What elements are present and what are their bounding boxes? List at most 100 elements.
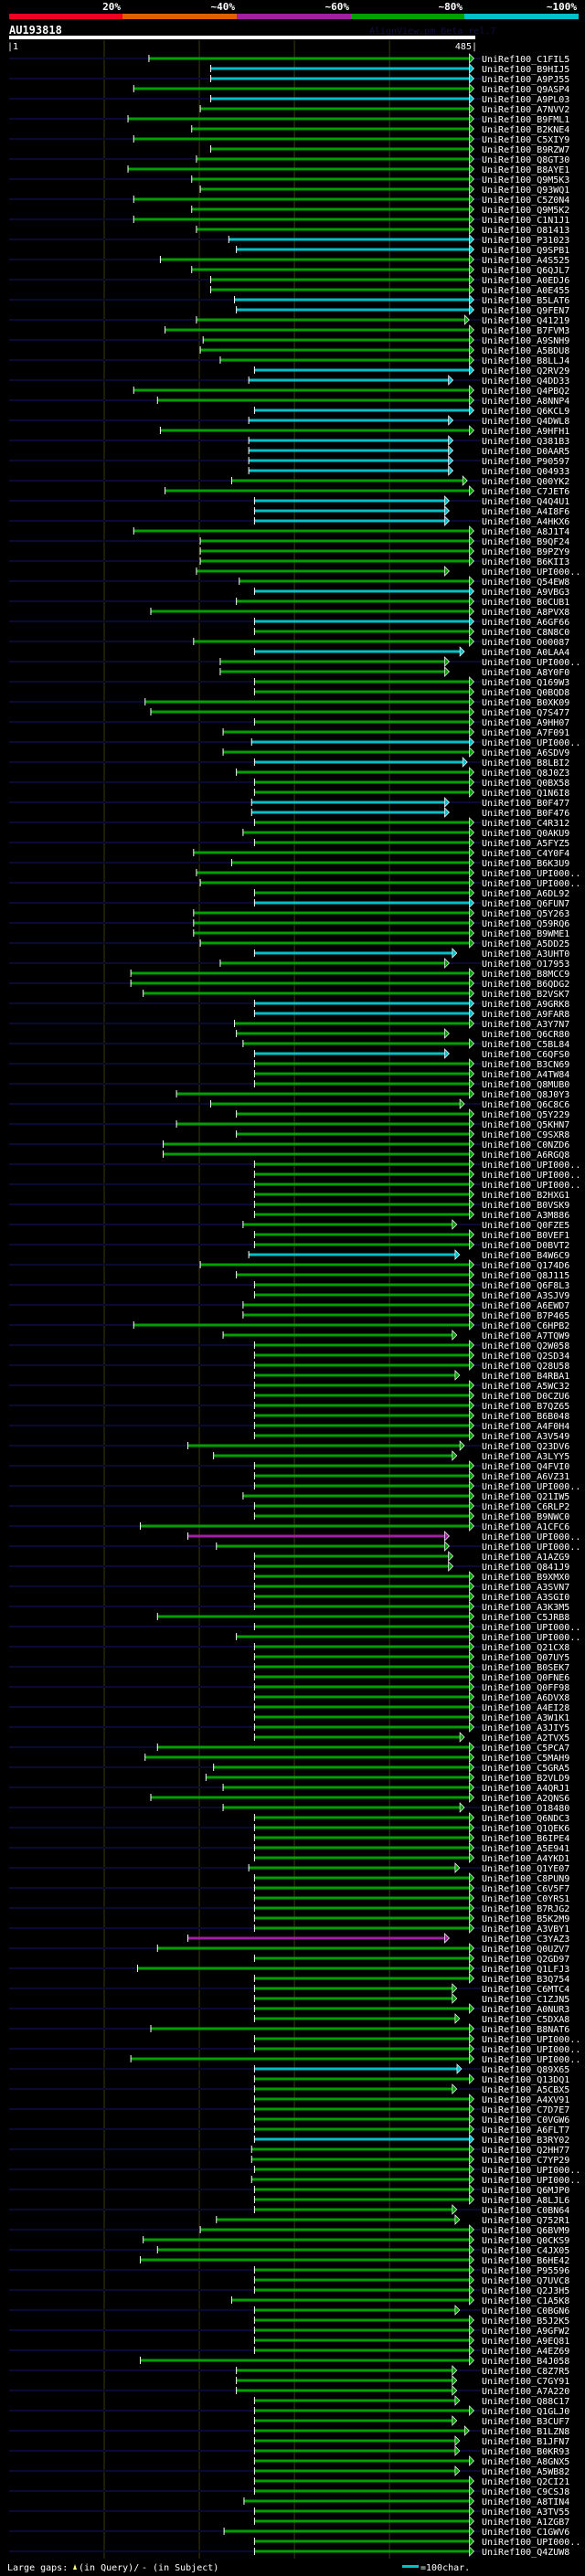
hit-row[interactable]: UniRef100_A3SVN7 xyxy=(9,1581,569,1593)
hit-label[interactable]: UniRef100_UPI000.. xyxy=(482,1171,580,1181)
alignment-bar[interactable] xyxy=(254,2208,452,2211)
alignment-bar[interactable] xyxy=(249,439,449,442)
alignment-bar[interactable] xyxy=(216,2218,455,2221)
hit-row[interactable]: UniRef100_Q6C8C6 xyxy=(9,1098,569,1110)
alignment-bar[interactable] xyxy=(219,660,445,663)
hit-row[interactable]: UniRef100_Q6CR80 xyxy=(236,1028,570,1040)
hit-label[interactable]: UniRef100_C1FIL5 xyxy=(482,55,569,65)
alignment-bar[interactable] xyxy=(251,740,470,744)
hit-row[interactable]: UniRef100_UPI000.. xyxy=(9,656,580,668)
alignment-bar[interactable] xyxy=(254,1373,455,1377)
hit-label[interactable]: UniRef100_Q9M5K2 xyxy=(482,206,569,216)
alignment-bar[interactable] xyxy=(210,97,470,101)
hit-label[interactable]: UniRef100_C5MAH9 xyxy=(482,1754,569,1764)
alignment-bar[interactable] xyxy=(254,1213,470,1216)
hit-label[interactable]: UniRef100_A6RGQ8 xyxy=(482,1150,569,1161)
alignment-bar[interactable] xyxy=(200,348,470,352)
hit-row[interactable]: UniRef100_Q7UVC8 xyxy=(253,2274,569,2286)
hit-row[interactable]: UniRef100_UPI000.. xyxy=(253,2536,580,2548)
hit-row[interactable]: UniRef100_Q2J3H5 xyxy=(9,2284,569,2296)
hit-row[interactable]: UniRef100_B8LBI2 xyxy=(9,757,569,769)
alignment-bar[interactable] xyxy=(254,1655,470,1659)
alignment-bar[interactable] xyxy=(144,1755,470,1759)
hit-row[interactable]: UniRef100_B4W6C9 xyxy=(248,1249,569,1261)
hit-row[interactable]: UniRef100_A9FAR8 xyxy=(253,1008,569,1020)
hit-row[interactable]: UniRef100_A3SJV9 xyxy=(253,1289,569,1301)
hit-row[interactable]: UniRef100_B9NWC0 xyxy=(253,1511,569,1522)
hit-row[interactable]: UniRef100_A6FLT7 xyxy=(9,2124,569,2136)
hit-label[interactable]: UniRef100_D0BVT2 xyxy=(482,1241,569,1251)
alignment-bar[interactable] xyxy=(200,559,470,563)
alignment-bar[interactable] xyxy=(251,2157,470,2161)
alignment-bar[interactable] xyxy=(251,2147,470,2151)
alignment-bar[interactable] xyxy=(254,2399,455,2402)
hit-row[interactable]: UniRef100_C6RLP2 xyxy=(9,1500,569,1512)
alignment-bar[interactable] xyxy=(254,1293,470,1297)
hit-label[interactable]: UniRef100_B3RY02 xyxy=(482,2136,569,2146)
hit-label[interactable]: UniRef100_A5E941 xyxy=(482,1844,569,1854)
hit-label[interactable]: UniRef100_B6B048 xyxy=(482,1412,569,1422)
hit-row[interactable]: UniRef100_A4EI28 xyxy=(9,1701,569,1713)
hit-row[interactable]: UniRef100_B6QDG2 xyxy=(9,978,569,990)
alignment-bar[interactable] xyxy=(133,217,470,221)
alignment-bar[interactable] xyxy=(254,2509,470,2513)
hit-label[interactable]: UniRef100_Q6NDC3 xyxy=(482,1814,569,1824)
alignment-bar[interactable] xyxy=(254,2268,470,2272)
alignment-bar[interactable] xyxy=(200,187,470,191)
hit-row[interactable]: UniRef100_C8Z7R5 xyxy=(9,2365,569,2377)
alignment-bar[interactable] xyxy=(213,1454,452,1458)
alignment-bar[interactable] xyxy=(133,388,470,392)
alignment-bar[interactable] xyxy=(200,549,470,553)
hit-row[interactable]: UniRef100_C4JX05 xyxy=(9,2244,569,2256)
hit-row[interactable]: UniRef100_Q0BX58 xyxy=(9,777,569,789)
alignment-bar[interactable] xyxy=(254,2439,455,2443)
alignment-bar[interactable] xyxy=(160,258,470,261)
alignment-bar[interactable] xyxy=(254,1856,470,1860)
hit-row[interactable]: UniRef100_B2HXG1 xyxy=(253,1189,569,1201)
hit-label[interactable]: UniRef100_Q0FZE5 xyxy=(482,1221,569,1231)
hit-label[interactable]: UniRef100_O18480 xyxy=(482,1804,569,1814)
hit-row[interactable]: UniRef100_A9HH07 xyxy=(9,716,569,728)
hit-label[interactable]: UniRef100_C4JX05 xyxy=(482,2246,569,2256)
alignment-bar[interactable] xyxy=(191,207,470,211)
alignment-bar[interactable] xyxy=(254,1193,470,1196)
hit-row[interactable]: UniRef100_A3V549 xyxy=(253,1430,569,1442)
hit-row[interactable]: UniRef100_B9HIJ5 xyxy=(210,63,570,75)
hit-label[interactable]: UniRef100_A3Y7N7 xyxy=(482,1020,569,1030)
hit-label[interactable]: UniRef100_B2HXG1 xyxy=(482,1191,569,1201)
hit-row[interactable]: UniRef100_UPI000.. xyxy=(9,1159,580,1171)
hit-label[interactable]: UniRef100_B6K3U9 xyxy=(482,859,569,869)
hit-row[interactable]: UniRef100_C5GRA5 xyxy=(9,1762,569,1774)
hit-label[interactable]: UniRef100_C6MTC4 xyxy=(482,1985,569,1995)
alignment-bar[interactable] xyxy=(254,1012,470,1015)
hit-label[interactable]: UniRef100_A0E455 xyxy=(482,286,569,296)
alignment-bar[interactable] xyxy=(254,790,470,794)
hit-row[interactable]: UniRef100_C3YAZ3 xyxy=(187,1933,570,1945)
alignment-bar[interactable] xyxy=(254,1353,470,1357)
hit-row[interactable]: UniRef100_Q169W3 xyxy=(9,676,569,688)
alignment-bar[interactable] xyxy=(196,569,445,573)
alignment-bar[interactable] xyxy=(239,579,470,583)
hit-label[interactable]: UniRef100_C5Z0N4 xyxy=(482,196,569,206)
hit-label[interactable]: UniRef100_UPI000.. xyxy=(482,738,580,748)
hit-row[interactable]: UniRef100_C5MAH9 xyxy=(144,1752,570,1764)
alignment-bar[interactable] xyxy=(219,358,470,362)
hit-label[interactable]: UniRef100_B9PZY9 xyxy=(482,547,569,557)
hit-row[interactable]: UniRef100_A8NNP4 xyxy=(9,395,569,407)
alignment-bar[interactable] xyxy=(191,268,470,271)
hit-label[interactable]: UniRef100_B0KR93 xyxy=(482,2447,569,2457)
hit-label[interactable]: UniRef100_A8Y0F0 xyxy=(482,668,569,678)
alignment-bar[interactable] xyxy=(254,1645,470,1648)
hit-row[interactable]: UniRef100_A7TQW9 xyxy=(222,1330,569,1341)
hit-label[interactable]: UniRef100_UPI000.. xyxy=(482,2176,580,2186)
alignment-bar[interactable] xyxy=(254,951,452,955)
hit-row[interactable]: UniRef100_Q6F8L3 xyxy=(9,1279,569,1291)
hit-label[interactable]: UniRef100_Q2W058 xyxy=(482,1341,569,1352)
alignment-bar[interactable] xyxy=(254,2117,470,2121)
hit-label[interactable]: UniRef100_A3V549 xyxy=(482,1432,569,1442)
alignment-bar[interactable] xyxy=(140,2258,470,2262)
hit-row[interactable]: UniRef100_B9FML1 xyxy=(9,113,569,125)
alignment-bar[interactable] xyxy=(254,841,470,844)
alignment-bar[interactable] xyxy=(236,1635,470,1638)
alignment-bar[interactable] xyxy=(151,710,470,714)
